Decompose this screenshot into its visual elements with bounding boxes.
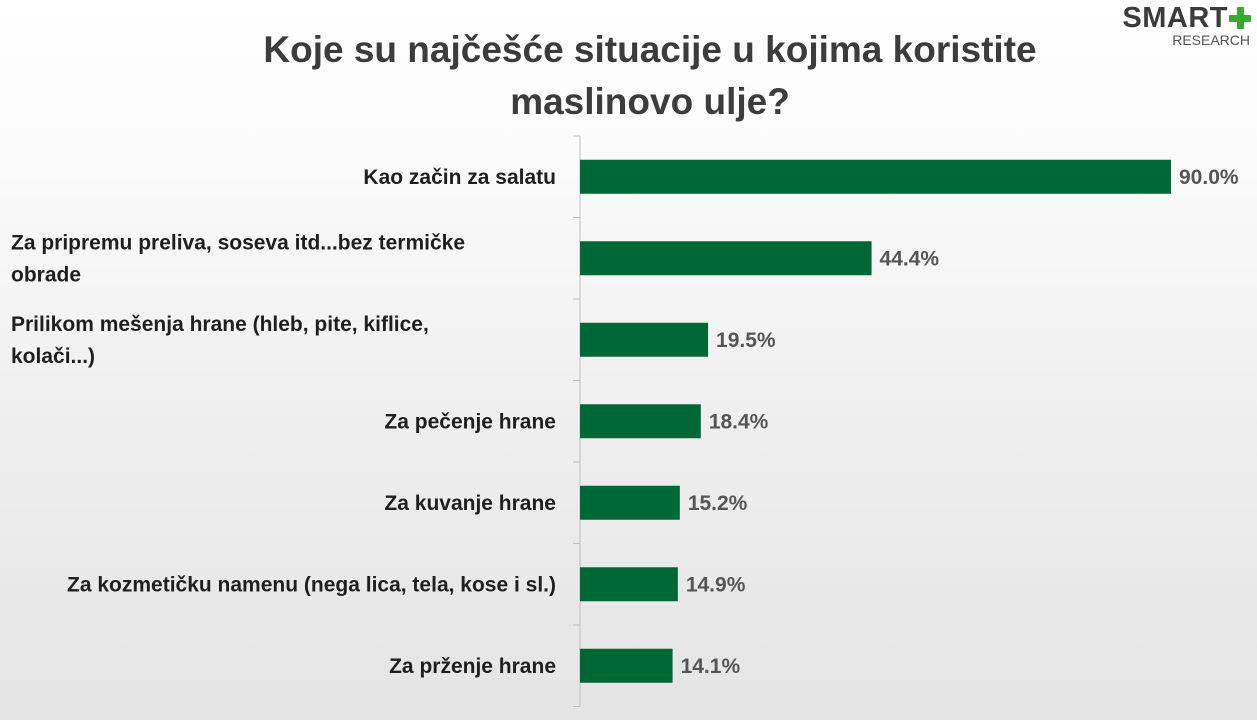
plus-icon xyxy=(1229,7,1251,29)
smart-research-logo: SMART RESEARCH xyxy=(1122,2,1251,47)
logo-brand: SMART xyxy=(1122,2,1251,34)
data-label: 18.4% xyxy=(709,410,769,433)
data-label: 15.2% xyxy=(688,492,748,515)
data-label: 44.4% xyxy=(880,247,940,270)
bar xyxy=(580,241,872,276)
category-label: Kao začin za salatu xyxy=(363,166,556,189)
chart-title: Koje su najčešće situacije u kojima kori… xyxy=(263,29,1037,122)
category-label: Prilikom mešenja hrane (hleb, pite, kifl… xyxy=(11,313,429,336)
category-label: kolači...) xyxy=(11,345,95,368)
logo-brand-text: SMART xyxy=(1122,2,1228,34)
logo-subtitle: RESEARCH xyxy=(1172,32,1250,48)
data-label: 14.1% xyxy=(681,655,741,678)
category-label: Za kozmetičku namenu (nega lica, tela, k… xyxy=(67,573,556,596)
data-label: 19.5% xyxy=(716,329,776,352)
bar xyxy=(580,485,680,520)
category-label: Za pečenje hrane xyxy=(384,410,556,433)
category-label: Za kuvanje hrane xyxy=(384,492,556,515)
category-label: Za pripremu preliva, soseva itd...bez te… xyxy=(11,231,465,254)
bar xyxy=(580,404,701,439)
category-label: Za prženje hrane xyxy=(389,655,556,678)
bar xyxy=(580,159,1171,194)
bar xyxy=(580,648,673,683)
data-label: 14.9% xyxy=(686,573,746,596)
bar xyxy=(580,567,678,602)
data-label: 90.0% xyxy=(1179,166,1239,189)
category-label: obrade xyxy=(11,263,81,286)
bar xyxy=(580,322,709,357)
